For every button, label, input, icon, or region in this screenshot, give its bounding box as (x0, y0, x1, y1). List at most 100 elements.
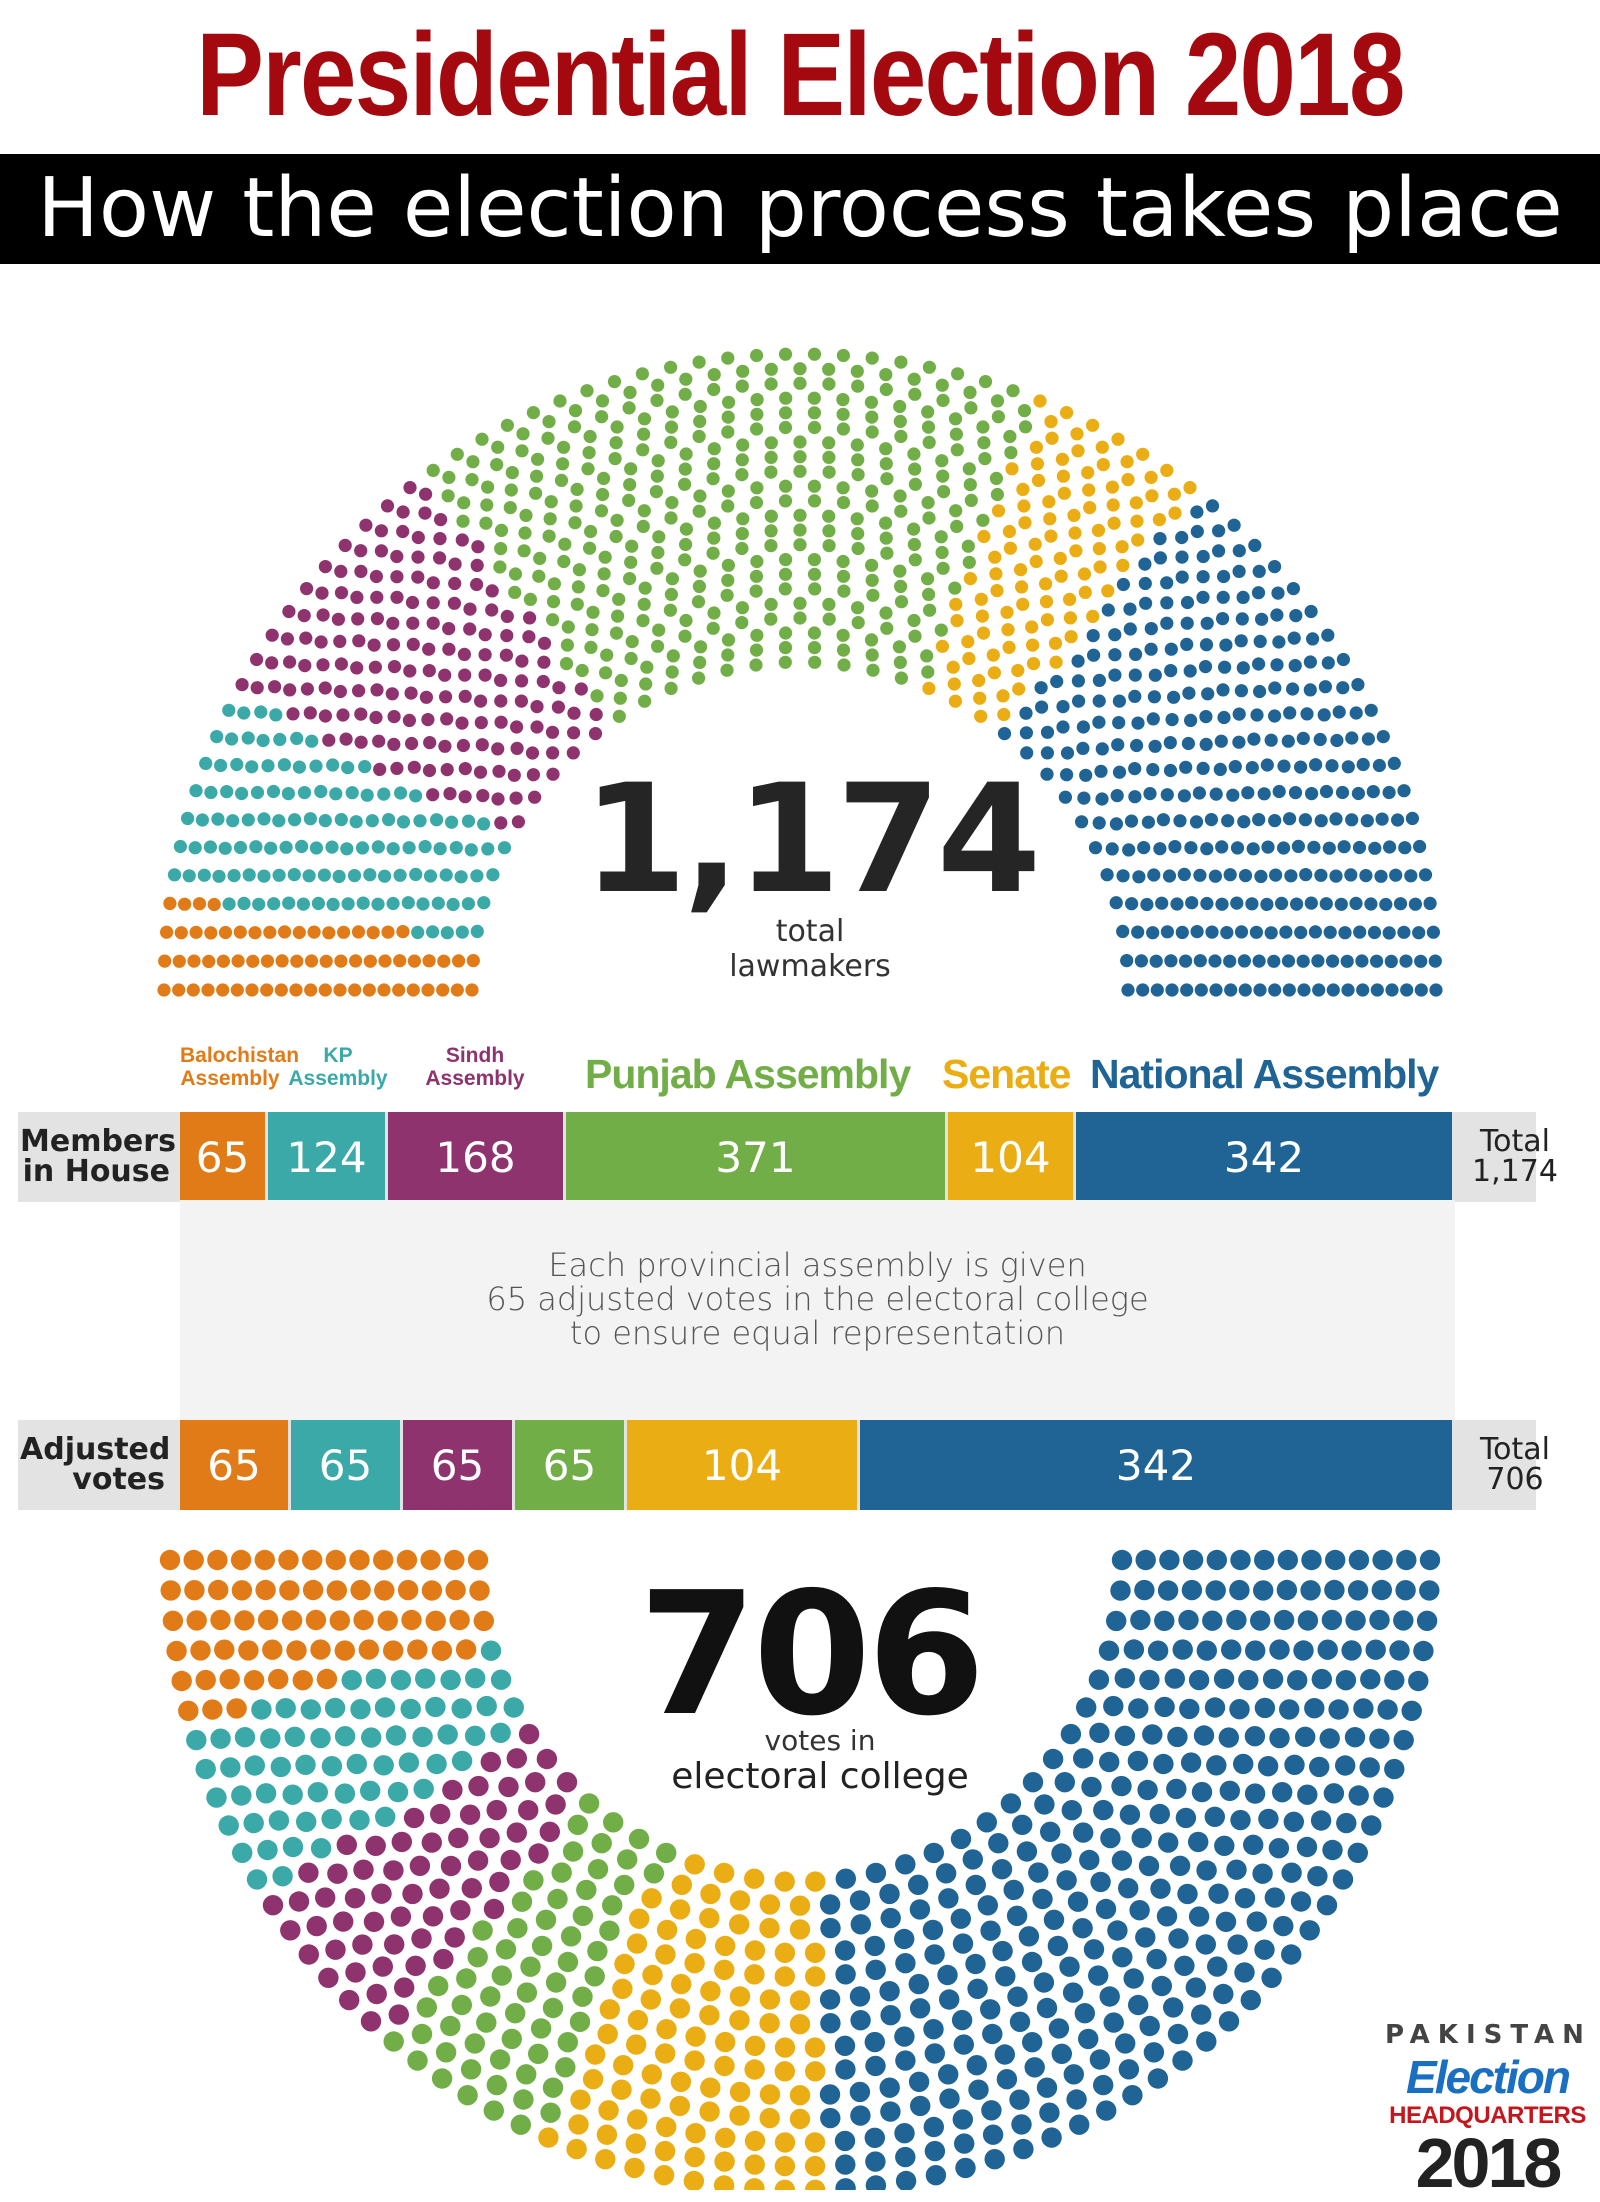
seat-dot-punjab (721, 499, 735, 513)
seat-dot-punjab (636, 519, 650, 533)
seat-dot-punjab (613, 691, 627, 705)
seat-dot-national (1103, 1695, 1124, 1717)
seat-dot-punjab (638, 581, 652, 595)
seat-dot-kp (371, 840, 385, 854)
seat-dot-punjab (656, 1842, 677, 1864)
seat-dot-national (924, 2140, 946, 2162)
seat-dot-national (1245, 897, 1259, 911)
seat-dot-sindh (388, 2004, 409, 2025)
seat-dot-punjab (520, 1956, 541, 1977)
seat-dot-sindh (525, 1772, 546, 1793)
seat-dot-national (1073, 1748, 1094, 1769)
seat-dot-sindh (494, 816, 508, 830)
seat-dot-punjab (580, 384, 594, 398)
seat-dot-national (1051, 1843, 1072, 1864)
seat-dot-national (1221, 814, 1235, 828)
seat-dot-senate (1060, 406, 1074, 420)
seat-dot-national (1205, 499, 1220, 513)
seat-dot-national (1040, 767, 1054, 781)
seat-dot-national (994, 2044, 1015, 2065)
seat-dot-senate (612, 1978, 633, 1999)
seat-dot-national (1147, 868, 1161, 882)
seat-dot-punjab (441, 489, 455, 503)
seat-dot-kp (220, 1757, 241, 1778)
seat-dot-punjab (866, 588, 880, 602)
seat-dot-senate (1029, 440, 1043, 454)
seat-dot-national (1249, 925, 1263, 939)
seat-dot-punjab (851, 468, 865, 482)
seat-dot-senate (1070, 427, 1084, 441)
seat-dot-sindh (494, 673, 508, 687)
seat-dot-sindh (486, 1799, 507, 1821)
seat-dot-balochistan (254, 1549, 275, 1571)
seat-dot-punjab (529, 486, 543, 500)
seat-dot-punjab (612, 709, 626, 723)
seat-dot-national (1147, 690, 1161, 704)
seat-dot-national (1372, 1549, 1393, 1571)
seat-dot-national (1236, 661, 1250, 675)
seat-dot-national (894, 1928, 915, 1950)
seat-dot-balochistan (334, 954, 348, 968)
seat-dot-national (1075, 815, 1089, 829)
seat-dot-senate (1086, 418, 1100, 432)
seat-dot-sindh (394, 1977, 415, 1998)
seat-dot-punjab (935, 378, 949, 392)
seat-dot-sindh (405, 595, 420, 610)
seat-dot-national (1139, 1669, 1160, 1691)
seat-dot-punjab (750, 554, 764, 569)
seat-dot-national (834, 2035, 856, 2056)
seat-dot-kp (237, 706, 251, 720)
seat-dot-punjab (481, 480, 495, 494)
seat-dot-punjab (535, 1909, 557, 1930)
seat-dot-national (1147, 2068, 1169, 2089)
seat-dot-national (1268, 681, 1282, 695)
seat-dot-senate (922, 681, 936, 695)
seat-dot-balochistan (174, 926, 188, 940)
seat-dot-kp (451, 1698, 472, 1719)
seat-dot-national (923, 2019, 944, 2040)
seat-dot-national (908, 1973, 929, 1995)
seat-dot-sindh (440, 712, 454, 726)
seat-dot-punjab (666, 649, 680, 663)
seat-dot-senate (684, 1854, 705, 1875)
seat-dot-balochistan (466, 954, 480, 968)
seat-dot-balochistan (202, 954, 216, 969)
seat-dot-national (1072, 694, 1086, 708)
seat-dot-punjab (907, 613, 921, 628)
seat-dot-national (1185, 1977, 1207, 1998)
seat-dot-balochistan (281, 1610, 303, 1631)
seat-dot-balochistan (238, 1640, 259, 1661)
seat-dot-senate (640, 2088, 661, 2109)
seat-dot-punjab (851, 379, 865, 393)
seat-dot-punjab (749, 569, 764, 583)
seat-dot-national (1112, 694, 1126, 708)
seat-dot-national (835, 1868, 856, 1889)
seat-dot-sindh (327, 1863, 348, 1884)
seat-dot-senate (789, 1919, 811, 1940)
seat-dot-kp (325, 840, 339, 854)
seat-dot-balochistan (421, 983, 435, 997)
seat-dot-national (1154, 1696, 1175, 1718)
seat-dot-balochistan (158, 954, 172, 968)
seat-dot-national (1349, 706, 1363, 720)
seat-dot-senate (759, 1917, 780, 1939)
seat-dot-senate (1039, 577, 1053, 591)
seat-dot-punjab (665, 665, 679, 679)
seat-dot-punjab (808, 655, 822, 669)
seat-dot-kp (288, 813, 302, 827)
seat-dot-punjab (637, 504, 651, 518)
seat-dot-sindh (574, 682, 588, 696)
seat-dot-national (1272, 1782, 1293, 1803)
seat-dot-national (1164, 954, 1178, 968)
seat-dot-national (908, 2071, 930, 2092)
seat-dot-senate (1115, 540, 1129, 554)
seat-dot-punjab (879, 531, 893, 545)
seat-dot-senate (774, 2179, 795, 2190)
seat-dot-balochistan (407, 1639, 428, 1660)
seat-dot-national (1286, 582, 1300, 596)
seat-dot-balochistan (260, 983, 274, 997)
seat-dot-punjab (584, 1966, 605, 1987)
seat-dot-kp (415, 1668, 436, 1689)
seat-dot-punjab (894, 579, 908, 593)
seat-dot-national (1336, 681, 1350, 695)
